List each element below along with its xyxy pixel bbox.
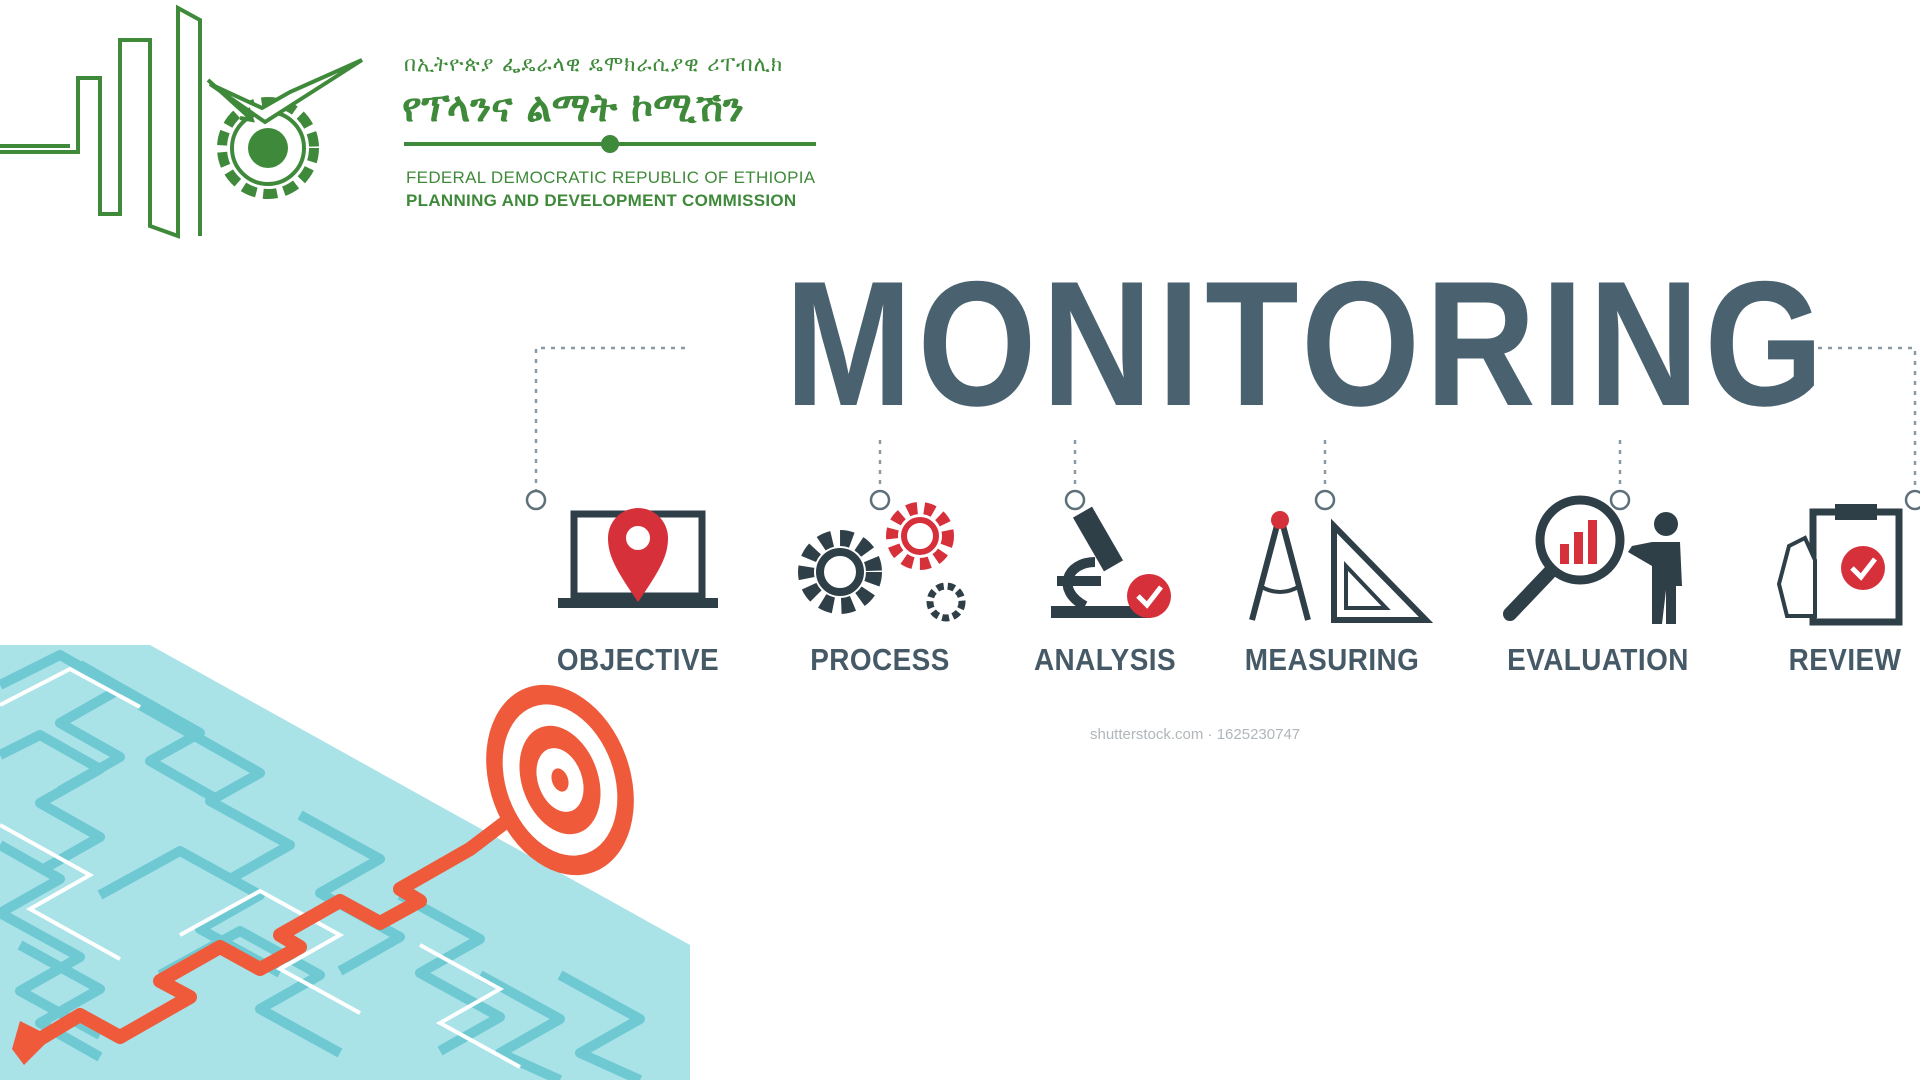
step-measuring: MEASURING xyxy=(1222,430,1442,690)
step-evaluation: EVALUATION xyxy=(1488,430,1708,690)
gears-icon xyxy=(798,502,966,622)
commission-logo-icon xyxy=(0,4,364,239)
maze-target-arrow-icon xyxy=(0,645,690,1080)
microscope-icon xyxy=(1051,506,1171,618)
magnifier-person-icon xyxy=(1503,495,1682,624)
step-label-analysis: ANALYSIS xyxy=(1033,642,1177,677)
step-label-measuring: MEASURING xyxy=(1244,642,1420,677)
step-label-review: REVIEW xyxy=(1788,642,1902,677)
clipboard-check-icon xyxy=(1776,504,1903,626)
step-objective: OBJECTIVE xyxy=(528,430,748,690)
step-label-objective: OBJECTIVE xyxy=(556,642,720,677)
org-name-amharic-small: በኢትዮጵያ ፌዴራላዊ ዴሞክራሲያዊ ሪፐብሊክ xyxy=(404,52,784,76)
org-name-english-line1: FEDERAL DEMOCRATIC REPUBLIC OF ETHIOPIA xyxy=(406,168,816,187)
banner-title: MONITORING xyxy=(784,244,1829,443)
step-process: PROCESS xyxy=(770,430,990,690)
org-name-amharic-large: የፕላንና ልማት ኮሚሽን xyxy=(402,84,744,131)
step-label-process: PROCESS xyxy=(810,642,950,677)
logo-divider xyxy=(404,135,816,153)
compass-set-square-icon xyxy=(1249,511,1434,623)
laptop-location-pin-icon xyxy=(558,508,718,608)
stock-watermark: shutterstock.com · 1625230747 xyxy=(1090,726,1301,743)
org-name-english-line2: PLANNING AND DEVELOPMENT COMMISSION xyxy=(406,191,797,210)
step-analysis: ANALYSIS xyxy=(995,430,1215,690)
step-label-evaluation: EVALUATION xyxy=(1507,642,1689,677)
step-review: REVIEW xyxy=(1735,430,1920,690)
